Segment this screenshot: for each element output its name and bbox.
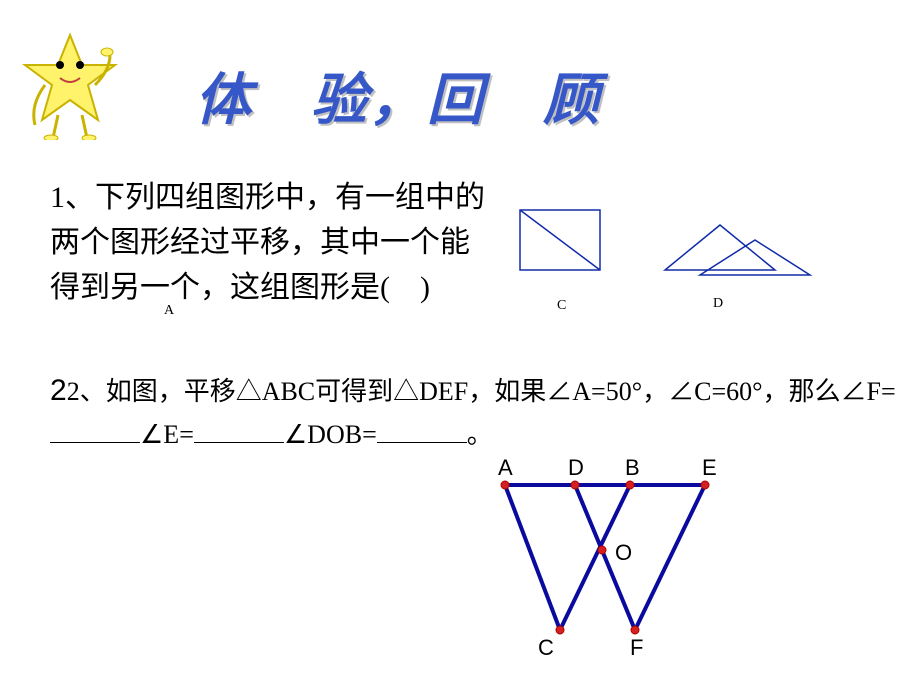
blank-1	[50, 442, 140, 443]
blank-2	[194, 442, 284, 443]
option-label-c: C	[557, 298, 566, 314]
point-label-a: A	[498, 455, 513, 481]
point-label-f: F	[630, 635, 643, 661]
option-label-d: D	[713, 296, 723, 312]
blank-3	[377, 442, 467, 443]
paren-blank	[390, 271, 420, 304]
figure-option-c	[515, 205, 605, 280]
paren-open: (	[380, 271, 390, 304]
point-label-e: E	[702, 455, 717, 481]
point-label-b: B	[625, 455, 640, 481]
point-label-d: D	[568, 455, 584, 481]
q2-text-end: 。	[467, 420, 493, 449]
q2-number: 2	[50, 374, 67, 407]
figure-option-d	[660, 215, 820, 290]
point-label-c: C	[538, 635, 554, 661]
question-1: 1、下列四组图形中，有一组中的两个图形经过平移，其中一个能得到另一个，这组图形是…	[50, 175, 490, 310]
q2-text-3: ∠DOB=	[284, 420, 377, 449]
question-2: 22、如图，平移△ABC可得到△DEF，如果∠A=50°，∠C=60°，那么∠F…	[50, 368, 910, 455]
option-label-a: A	[164, 303, 174, 319]
q2-text-2: ∠E=	[140, 420, 194, 449]
star-icon	[20, 30, 120, 145]
point-label-o: O	[615, 540, 632, 566]
paren-close: )	[420, 271, 430, 304]
q2-text-1: 2、如图，平移△ABC可得到△DEF，如果∠A=50°，∠C=60°，那么∠F=	[67, 377, 896, 406]
page-title: 体 验，回 顾	[195, 55, 601, 136]
triangle-diagram: A D B E O C F	[480, 455, 760, 670]
